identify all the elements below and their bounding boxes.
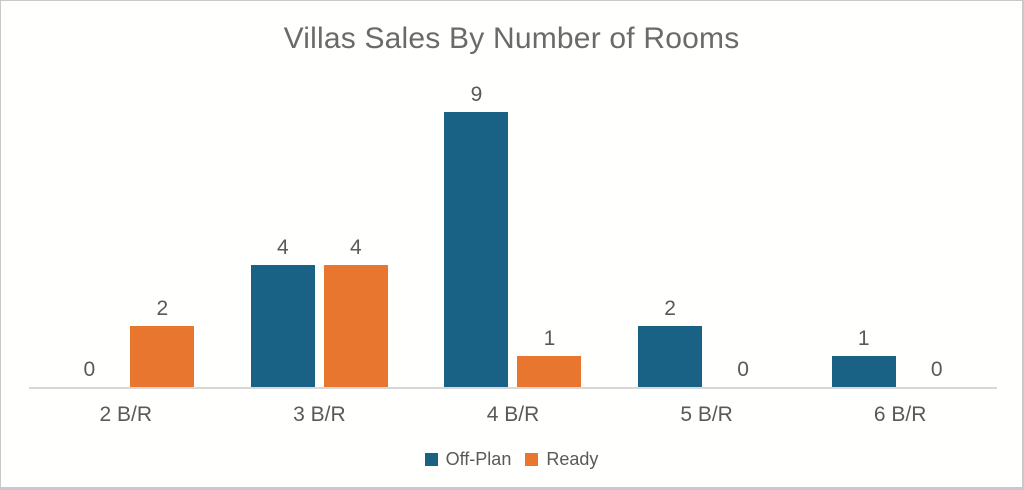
bar-slot: 1 [831,327,896,387]
x-axis-label: 4 B/R [486,403,540,426]
bar-value-label: 4 [277,236,289,259]
x-axis-label: 5 B/R [680,403,733,426]
legend-swatch [424,453,438,466]
bar-slot: 9 [444,83,509,387]
x-axis-label: 2 B/R [99,403,153,426]
bar-ready [517,356,582,387]
legend-entry: Off-Plan [424,449,512,470]
bar-value-label: 0 [930,358,943,381]
legend-entry: Ready [525,449,598,470]
bar-off-plan [831,356,896,387]
chart-title: Villas Sales By Number of Rooms [283,22,740,55]
bar-ready [130,326,195,387]
x-axis-label: 6 B/R [873,403,927,426]
bar-off-plan [250,265,315,387]
bar-value-label: 0 [737,358,749,381]
bar-value-label: 4 [350,236,362,259]
bar-slot: 0 [905,358,969,387]
bar-value-label: 1 [857,327,870,350]
bar-slot: 4 [323,236,388,387]
bar-slot: 1 [517,327,582,387]
bar-slot: 4 [250,236,315,387]
x-axis: 2 B/R 3 B/R 4 B/R 5 B/R 6 B/R [29,391,997,427]
legend: Off-Plan Ready [1,449,1022,470]
legend-label: Ready [546,449,599,469]
bar-slot: 0 [711,358,775,387]
bar-value-label: 0 [83,358,96,381]
bar-off-plan [444,112,509,387]
bar-ready [323,265,388,387]
bar-slot: 2 [638,297,703,387]
legend-label: Off-Plan [445,449,512,469]
bar-slot: 2 [130,297,195,387]
bar-value-label: 2 [156,297,169,320]
x-axis-label: 3 B/R [293,403,346,426]
bar-value-label: 9 [470,83,483,106]
bar-value-label: 2 [664,297,676,320]
bar-off-plan [638,326,703,387]
legend-swatch [525,453,539,466]
bar-value-label: 1 [543,327,556,350]
bar-slot: 0 [57,358,121,387]
